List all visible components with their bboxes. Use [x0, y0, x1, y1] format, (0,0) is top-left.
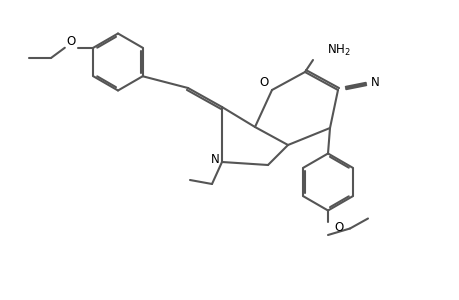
Text: N: N: [210, 152, 219, 166]
Text: N: N: [370, 76, 379, 88]
Text: O: O: [259, 76, 268, 88]
Text: NH$_2$: NH$_2$: [326, 43, 350, 58]
Text: O: O: [67, 35, 76, 48]
Text: O: O: [333, 221, 342, 234]
